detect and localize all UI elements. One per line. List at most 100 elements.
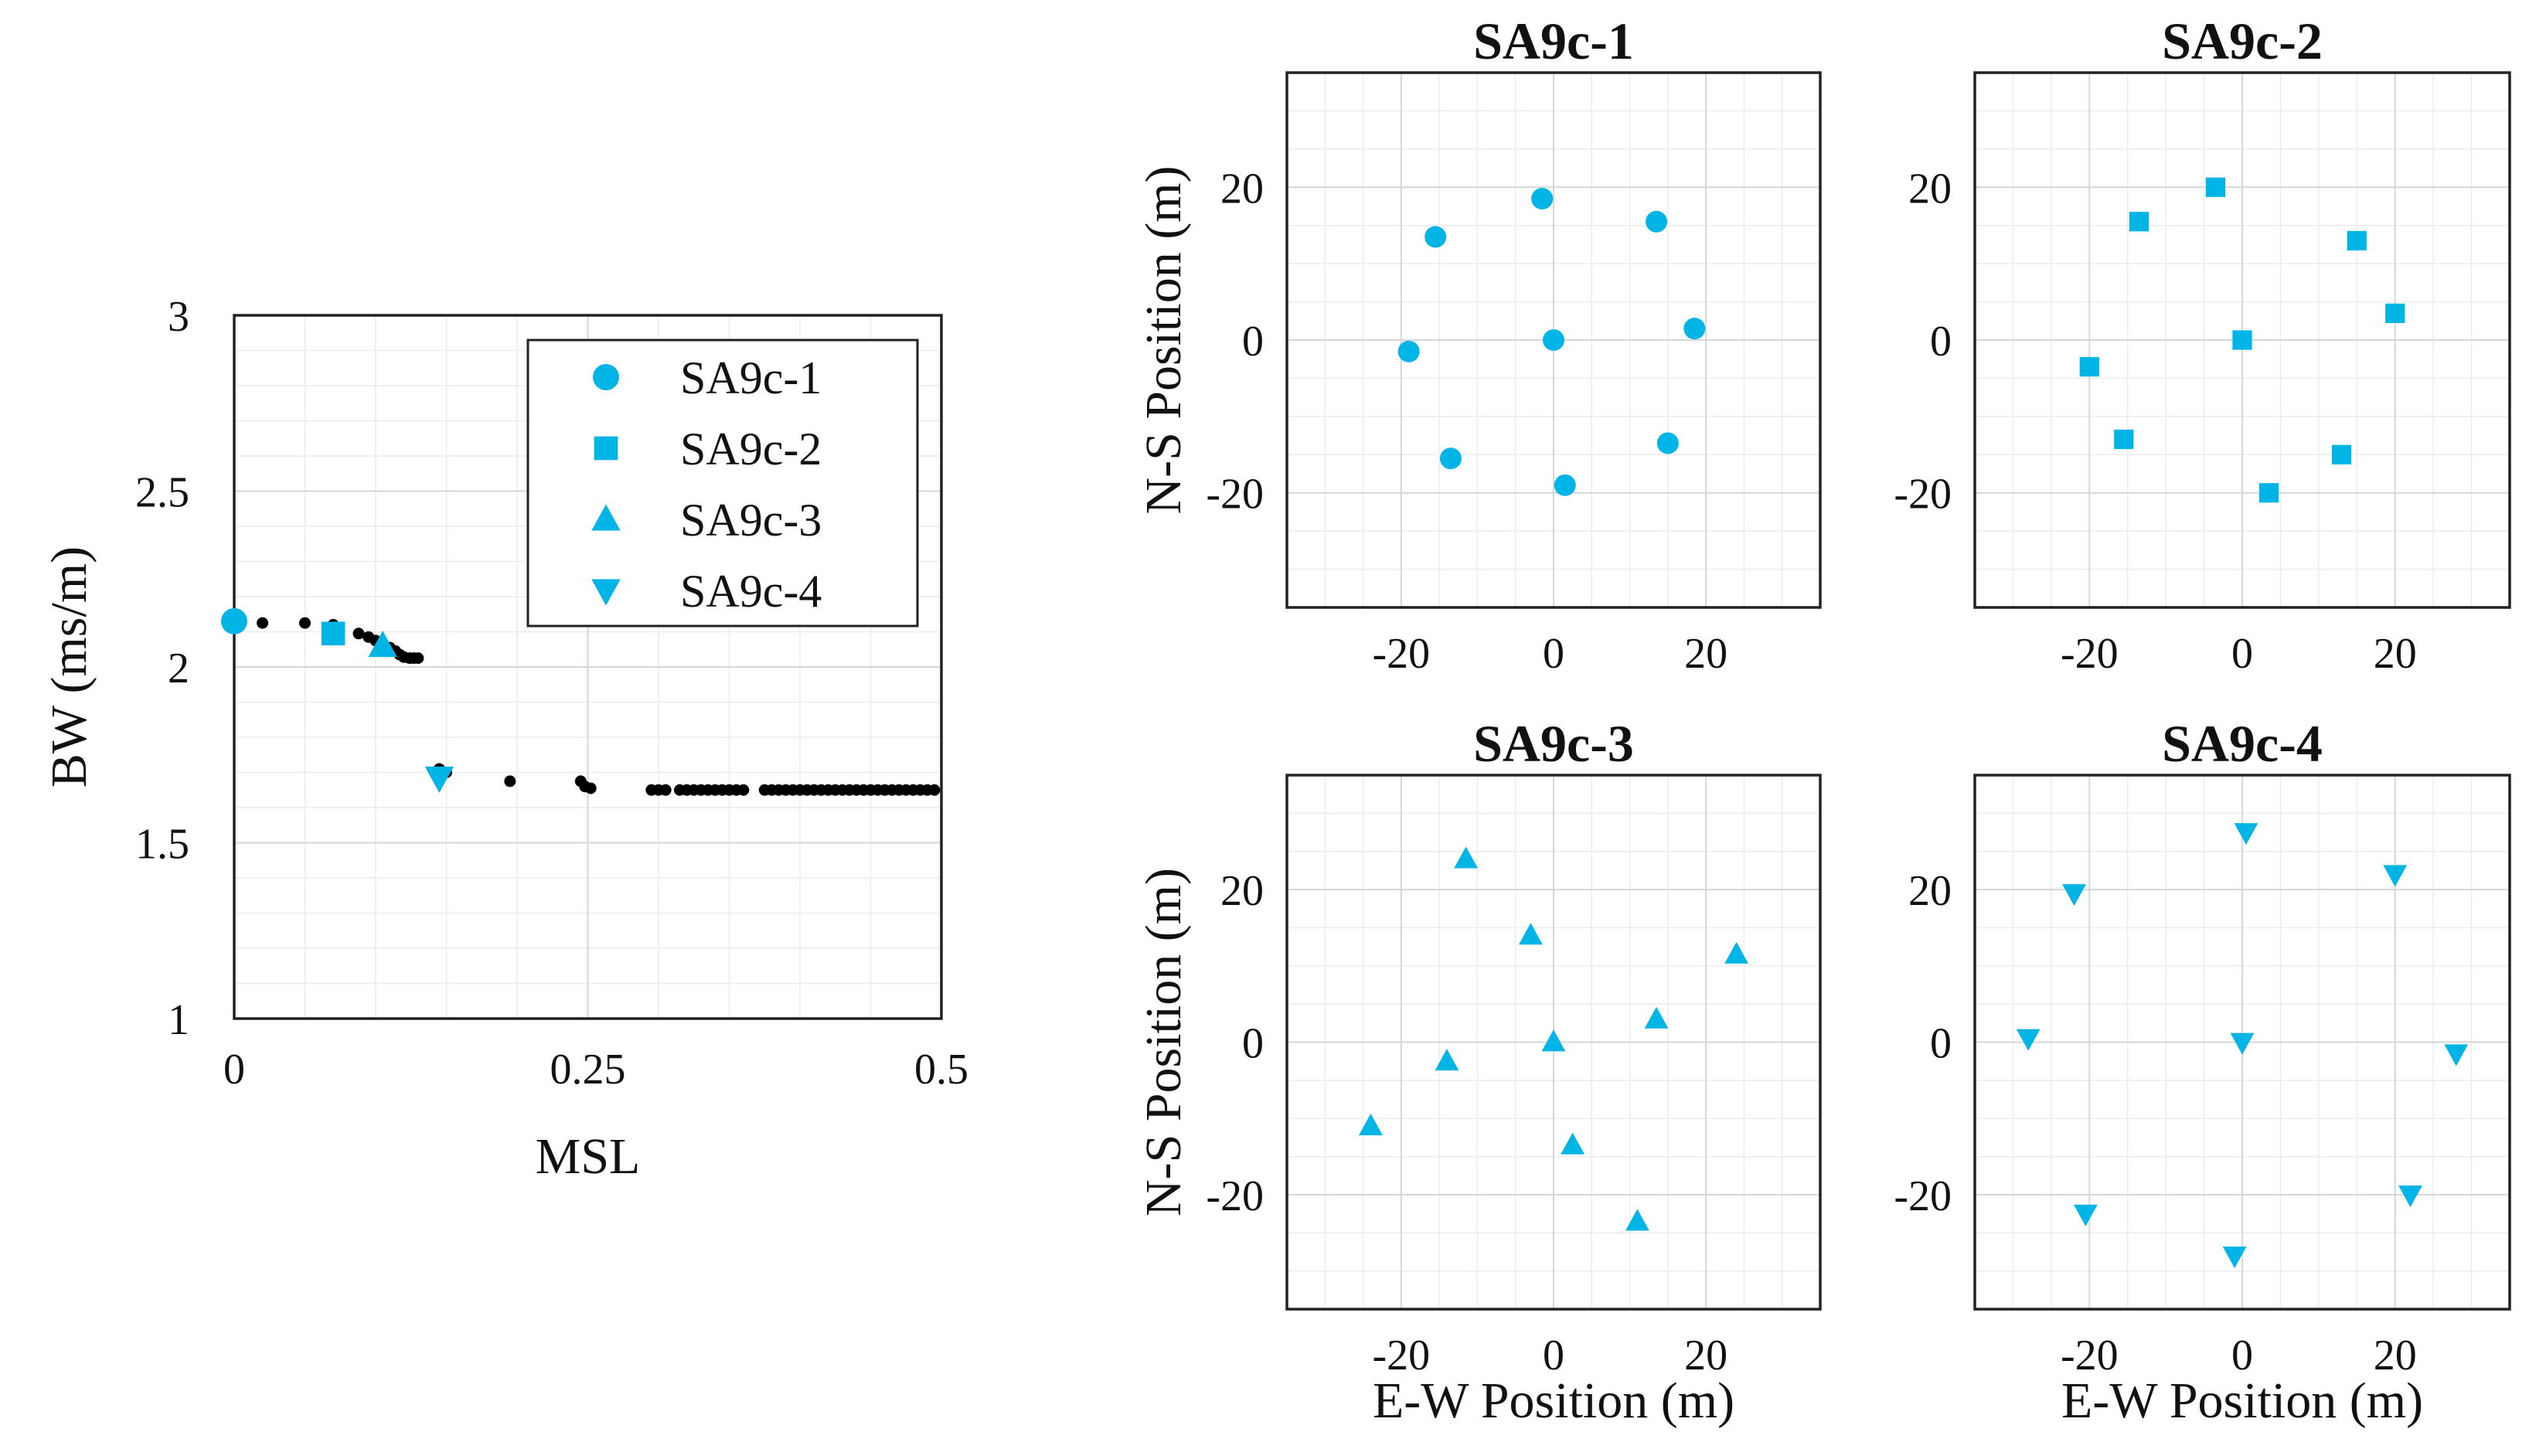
axes-frame-SA9c-3 — [1285, 774, 1822, 1311]
data-point-black — [584, 782, 597, 794]
x-tick-label: 20 — [2374, 630, 2417, 678]
axes-frame-bw-msl — [233, 314, 943, 1020]
data-point-black — [504, 775, 516, 788]
data-point-sa9c-4 — [2398, 1186, 2422, 1208]
axes-frame-SA9c-2 — [1973, 71, 2511, 609]
data-point-sa9c-4 — [2222, 1247, 2247, 1268]
legend-label: SA9c-3 — [680, 495, 822, 546]
data-point-sa9c-4 — [2016, 1029, 2041, 1051]
legend-label: SA9c-2 — [680, 424, 822, 475]
data-point-sa9c-2 — [2347, 230, 2367, 251]
y-tick-label: 0 — [1930, 318, 1952, 366]
x-axis-label: MSL — [536, 1128, 641, 1185]
legend-box — [526, 338, 919, 628]
x-axis-label: E-W Position (m) — [1373, 1373, 1734, 1429]
data-point-sa9c-3 — [1644, 1006, 1669, 1029]
y-tick-label: 0 — [1242, 318, 1264, 366]
x-tick-label: 0 — [223, 1046, 245, 1094]
data-point-sa9c-3 — [1625, 1209, 1649, 1231]
data-point-sa9c-1 — [1531, 188, 1554, 210]
data-point-sa9c-4 — [2383, 865, 2408, 887]
data-point-black — [257, 617, 269, 629]
y-tick-label: -20 — [1894, 471, 1952, 519]
y-tick-label: 20 — [1220, 165, 1264, 213]
x-tick-label: -20 — [1373, 1332, 1431, 1379]
grid-SA9c-4 — [1975, 775, 2510, 1309]
data-point-sa9c-1 — [1543, 329, 1564, 351]
y-tick-label: 3 — [168, 293, 189, 341]
x-tick-label: 0.5 — [914, 1046, 968, 1094]
y-tick-label: -20 — [1894, 1172, 1952, 1220]
data-point-sa9c-2 — [2205, 177, 2225, 197]
series-point-sa9c-3 — [368, 631, 397, 658]
data-point-sa9c-1 — [1397, 340, 1420, 362]
data-point-sa9c-2 — [2232, 330, 2252, 350]
data-point-sa9c-2 — [2385, 303, 2405, 323]
y-axis-label: N-S Position (m) — [1135, 165, 1192, 514]
series-point-sa9c-4 — [424, 766, 454, 793]
legend-label: SA9c-1 — [680, 352, 822, 403]
y-tick-label: 1.5 — [135, 821, 189, 869]
legend — [526, 338, 919, 628]
y-tick-label: 0 — [1930, 1020, 1952, 1068]
x-tick-label: 20 — [1684, 1332, 1727, 1379]
panel-title: SA9c-3 — [1473, 714, 1634, 773]
data-point-sa9c-2 — [2079, 357, 2099, 377]
data-point-sa9c-4 — [2444, 1044, 2469, 1066]
data-point-black — [299, 617, 311, 629]
data-point-sa9c-2 — [2129, 212, 2149, 232]
data-point-sa9c-3 — [1561, 1132, 1585, 1155]
x-tick-label: 0 — [2231, 1332, 2253, 1379]
data-point-black — [352, 628, 365, 640]
series-point-sa9c-1 — [221, 607, 247, 634]
y-tick-label: 2 — [168, 645, 189, 692]
data-point-sa9c-2 — [2331, 444, 2352, 464]
y-axis-label: BW (ms/m) — [41, 546, 97, 788]
data-point-sa9c-1 — [1646, 210, 1668, 233]
y-tick-label: 2.5 — [135, 469, 189, 517]
data-point-sa9c-4 — [2073, 1204, 2098, 1226]
legend-marker-sa9c-2 — [594, 436, 618, 461]
y-tick-label: -20 — [1206, 471, 1264, 519]
panel-title: SA9c-4 — [2162, 714, 2323, 773]
x-tick-label: -20 — [2061, 630, 2119, 678]
data-point-sa9c-1 — [1554, 474, 1576, 496]
x-tick-label: -20 — [1373, 630, 1431, 678]
panel-title: SA9c-2 — [2162, 12, 2323, 70]
y-tick-label: 1 — [168, 996, 189, 1044]
x-tick-label: 20 — [1684, 630, 1727, 678]
legend-marker-sa9c-3 — [591, 504, 621, 531]
y-tick-label: 20 — [1908, 867, 1952, 915]
x-tick-label: 0 — [1543, 630, 1564, 678]
y-tick-label: 20 — [1908, 165, 1952, 213]
data-point-black — [659, 784, 672, 796]
series-point-sa9c-2 — [321, 621, 345, 646]
x-tick-label: 0 — [1543, 1332, 1564, 1379]
x-tick-label: -20 — [2061, 1332, 2119, 1379]
panel-title: SA9c-1 — [1473, 12, 1634, 70]
x-tick-label: 0.25 — [550, 1046, 626, 1094]
data-point-sa9c-1 — [1439, 447, 1462, 470]
legend-marker-sa9c-4 — [591, 579, 621, 606]
data-point-sa9c-3 — [1541, 1029, 1566, 1052]
data-point-sa9c-4 — [2234, 823, 2258, 845]
data-point-black — [737, 784, 750, 796]
axes-frame-SA9c-4 — [1973, 774, 2511, 1311]
y-tick-label: -20 — [1206, 1172, 1264, 1220]
data-point-sa9c-1 — [1683, 318, 1706, 340]
y-axis-label: N-S Position (m) — [1135, 868, 1192, 1216]
data-point-black — [928, 784, 941, 796]
data-point-sa9c-3 — [1359, 1113, 1383, 1135]
data-point-sa9c-3 — [1519, 923, 1543, 945]
y-tick-label: 20 — [1220, 867, 1264, 915]
data-point-sa9c-2 — [2259, 483, 2279, 503]
legend-label: SA9c-4 — [680, 566, 822, 617]
data-point-sa9c-3 — [1454, 846, 1479, 869]
x-tick-label: 20 — [2374, 1332, 2417, 1379]
data-point-sa9c-1 — [1424, 226, 1447, 248]
grid-SA9c-3 — [1287, 775, 1820, 1309]
data-point-sa9c-2 — [2114, 429, 2134, 450]
data-point-black — [412, 652, 424, 665]
data-point-sa9c-3 — [1435, 1049, 1459, 1071]
data-point-sa9c-3 — [1724, 941, 1748, 964]
